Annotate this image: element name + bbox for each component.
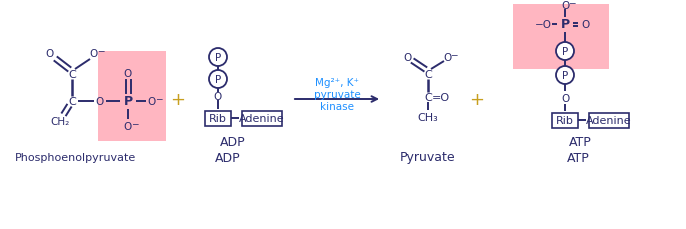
Circle shape xyxy=(556,43,574,61)
Text: −: − xyxy=(450,50,458,59)
Text: Pyruvate: Pyruvate xyxy=(400,151,456,164)
FancyBboxPatch shape xyxy=(552,113,578,128)
Circle shape xyxy=(556,67,574,85)
Text: Mg²⁺, K⁺: Mg²⁺, K⁺ xyxy=(315,78,359,88)
Text: +: + xyxy=(171,91,185,109)
Text: CH₃: CH₃ xyxy=(418,112,438,123)
FancyBboxPatch shape xyxy=(589,113,629,128)
Text: Rib: Rib xyxy=(556,115,574,125)
Text: O: O xyxy=(124,121,132,131)
Text: C: C xyxy=(424,70,432,80)
Text: P: P xyxy=(215,75,221,85)
FancyBboxPatch shape xyxy=(242,111,282,126)
Text: O: O xyxy=(46,49,54,59)
Text: O: O xyxy=(581,20,589,30)
Text: −O: −O xyxy=(534,20,552,30)
Text: Phosphoenolpyruvate: Phosphoenolpyruvate xyxy=(14,152,136,162)
FancyBboxPatch shape xyxy=(513,5,609,70)
Text: CH₂: CH₂ xyxy=(50,117,69,126)
Text: C: C xyxy=(424,93,432,103)
Text: P: P xyxy=(560,18,569,31)
Text: O: O xyxy=(561,94,569,104)
Text: ATP: ATP xyxy=(567,151,589,164)
Text: O: O xyxy=(90,49,98,59)
Text: O: O xyxy=(403,53,411,63)
Text: O: O xyxy=(148,97,156,106)
Text: O: O xyxy=(443,53,451,63)
Text: Adenine: Adenine xyxy=(587,115,632,125)
Text: P: P xyxy=(215,53,221,63)
Circle shape xyxy=(209,49,227,67)
FancyBboxPatch shape xyxy=(205,111,231,126)
Text: O: O xyxy=(124,69,132,79)
Text: −: − xyxy=(131,119,139,128)
Text: pyruvate: pyruvate xyxy=(314,90,360,100)
FancyBboxPatch shape xyxy=(98,52,166,141)
Text: O: O xyxy=(561,1,569,11)
Text: P: P xyxy=(562,47,568,57)
Text: P: P xyxy=(123,95,132,108)
Text: +: + xyxy=(469,91,484,109)
Circle shape xyxy=(209,71,227,89)
Text: C: C xyxy=(68,97,76,106)
Text: ADP: ADP xyxy=(220,135,246,148)
Text: Rib: Rib xyxy=(209,114,227,123)
Text: ADP: ADP xyxy=(215,151,241,164)
Text: O: O xyxy=(214,92,222,101)
Text: Adenine: Adenine xyxy=(239,114,285,123)
Text: kinase: kinase xyxy=(320,101,354,112)
Text: −: − xyxy=(97,46,105,55)
Text: −: − xyxy=(568,0,576,8)
Text: P: P xyxy=(562,71,568,81)
Text: =O: =O xyxy=(432,93,450,103)
Text: −: − xyxy=(155,94,163,103)
Text: C: C xyxy=(68,70,76,80)
Text: O: O xyxy=(96,97,104,106)
Text: ATP: ATP xyxy=(569,135,591,148)
